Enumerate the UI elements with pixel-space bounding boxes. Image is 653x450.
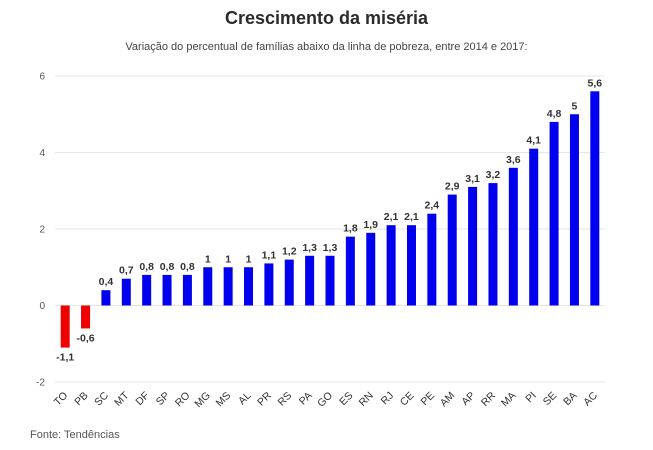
- y-tick-label: 0: [39, 301, 45, 312]
- data-label: 4,8: [547, 108, 562, 120]
- y-tick-label: 6: [39, 72, 45, 83]
- bar-ro: [182, 274, 192, 306]
- data-label: 5: [572, 100, 578, 112]
- x-tick-label: MG: [192, 390, 212, 410]
- x-tick-label: SE: [541, 390, 559, 408]
- bar-to: [60, 305, 70, 348]
- data-label: 2,1: [404, 211, 419, 223]
- x-tick-label: SC: [92, 389, 111, 408]
- bar-al: [244, 267, 254, 306]
- bar-pe: [427, 213, 437, 306]
- x-tick-label: MS: [214, 390, 234, 410]
- data-label: 1,2: [282, 246, 297, 258]
- data-label: 3,2: [486, 169, 501, 181]
- x-tick-label: AL: [236, 390, 254, 408]
- data-label: 2,9: [445, 181, 460, 193]
- bar-pb: [81, 305, 91, 329]
- data-label: -0,6: [77, 332, 95, 344]
- y-axis: -2 0 2 4 6: [36, 72, 45, 389]
- data-label: 0,7: [119, 265, 134, 277]
- bar-es: [345, 236, 355, 306]
- data-label: 0,4: [99, 276, 114, 288]
- bar-pa: [305, 255, 315, 306]
- x-tick-label: SP: [154, 390, 172, 408]
- data-label: 1: [246, 253, 252, 265]
- data-label: 3,6: [506, 154, 521, 166]
- bar-ma: [508, 167, 518, 306]
- chart-subtitle: Variação do percentual de famílias abaix…: [125, 41, 528, 53]
- x-tick-label: PA: [297, 390, 315, 408]
- x-tick-label: GO: [315, 390, 335, 410]
- bar-am: [447, 194, 457, 306]
- data-label: 3,1: [465, 173, 480, 185]
- bar-se: [549, 121, 559, 306]
- x-axis: TO PB SC MT DF SP RO MG MS AL PR RS PA GO ES RN RJ CE PE AM…: [52, 389, 601, 410]
- data-label: 1: [205, 253, 211, 265]
- bar-mg: [203, 267, 213, 306]
- x-tick-label: AC: [581, 389, 600, 408]
- x-tick-label: PI: [523, 390, 539, 406]
- x-tick-label: PE: [419, 390, 437, 408]
- y-tick-label: -2: [36, 378, 45, 389]
- bar-mt: [121, 278, 131, 306]
- x-tick-label: ES: [337, 390, 355, 408]
- x-tick-label: RN: [357, 390, 376, 409]
- bar-rn: [366, 232, 376, 306]
- bar-rs: [284, 259, 294, 306]
- data-label: 1,1: [262, 249, 277, 261]
- data-label: 0,8: [160, 261, 175, 273]
- chart-title: Crescimento da miséria: [224, 8, 429, 28]
- x-tick-label: RJ: [379, 390, 397, 408]
- grid-lines: [55, 75, 605, 383]
- data-label: 2,4: [425, 200, 440, 212]
- bar-ce: [406, 225, 416, 306]
- x-tick-label: DF: [133, 390, 151, 408]
- bar-df: [142, 274, 152, 306]
- data-label: 5,6: [588, 77, 603, 89]
- y-tick-label: 2: [39, 225, 45, 236]
- x-tick-label: PB: [72, 390, 90, 408]
- bars: [60, 91, 600, 348]
- x-tick-label: MT: [112, 389, 132, 409]
- bar-ap: [468, 186, 478, 306]
- data-labels: -1,1-0,6 0,4 0,7 0,8 0,8 0,8 1 1 1 1,1 1,2 1,3 1,3 1,…: [56, 77, 602, 363]
- x-tick-label: BA: [561, 390, 579, 408]
- data-label: 0,8: [180, 261, 195, 273]
- bar-ac: [590, 91, 600, 306]
- data-label: 1,3: [323, 242, 338, 254]
- bar-sp: [162, 274, 172, 306]
- data-label: -1,1: [56, 352, 74, 364]
- data-label: 1: [225, 253, 231, 265]
- x-tick-label: CE: [398, 390, 417, 409]
- x-tick-label: RO: [173, 390, 193, 410]
- data-label: 2,1: [384, 211, 399, 223]
- y-tick-label: 4: [39, 148, 45, 159]
- data-label: 1,9: [363, 219, 378, 231]
- data-label: 1,3: [302, 242, 317, 254]
- x-tick-label: MA: [499, 390, 519, 410]
- data-label: 0,8: [139, 261, 154, 273]
- bar-pi: [529, 148, 539, 306]
- x-tick-label: PR: [255, 389, 274, 408]
- x-tick-label: AP: [459, 390, 477, 408]
- bar-rj: [386, 225, 396, 306]
- x-tick-label: TO: [52, 390, 71, 409]
- bar-ms: [223, 267, 233, 306]
- bar-go: [325, 255, 335, 306]
- x-tick-label: RS: [276, 390, 295, 409]
- x-tick-label: AM: [438, 390, 458, 410]
- data-label: 4,1: [526, 135, 541, 147]
- data-label: 1,8: [343, 223, 358, 235]
- bar-ba: [569, 114, 579, 306]
- bar-rr: [488, 183, 498, 306]
- bar-sc: [101, 290, 111, 306]
- bar-pr: [264, 263, 274, 306]
- x-tick-label: RR: [479, 389, 499, 409]
- source-note: Fonte: Tendências: [30, 429, 120, 441]
